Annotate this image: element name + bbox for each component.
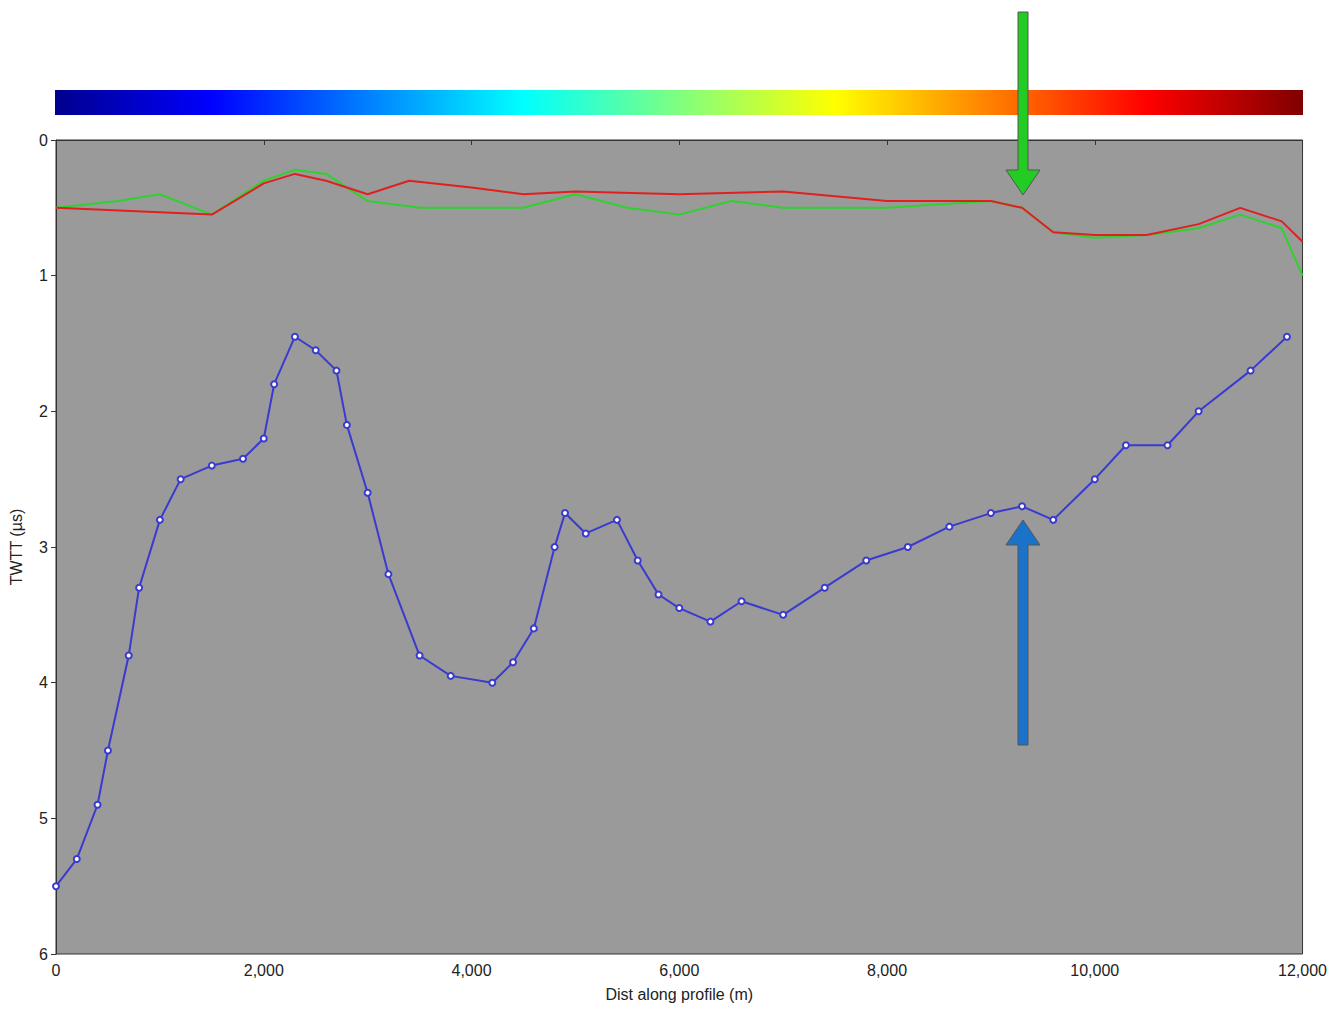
svg-text:10,000: 10,000 <box>1070 962 1119 979</box>
svg-text:4: 4 <box>39 674 48 691</box>
svg-text:2,000: 2,000 <box>244 962 284 979</box>
svg-text:3: 3 <box>39 539 48 556</box>
svg-text:TWTT (µs): TWTT (µs) <box>8 509 25 585</box>
svg-text:2: 2 <box>39 403 48 420</box>
svg-text:6: 6 <box>39 946 48 963</box>
svg-text:0: 0 <box>52 962 61 979</box>
svg-text:1: 1 <box>39 267 48 284</box>
svg-text:5: 5 <box>39 810 48 827</box>
svg-text:0: 0 <box>39 132 48 149</box>
svg-text:6,000: 6,000 <box>659 962 699 979</box>
svg-text:8,000: 8,000 <box>867 962 907 979</box>
svg-text:Dist along profile (m): Dist along profile (m) <box>605 986 753 1003</box>
svg-text:12,000: 12,000 <box>1278 962 1327 979</box>
svg-text:4,000: 4,000 <box>451 962 491 979</box>
